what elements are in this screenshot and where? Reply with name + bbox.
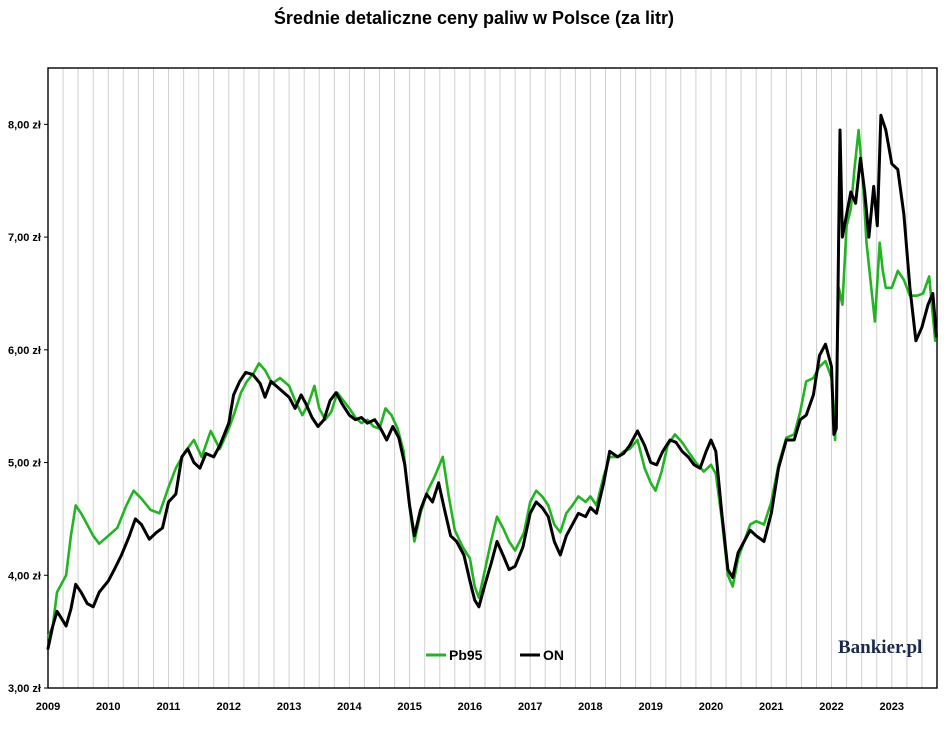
- x-tick-label: 2018: [578, 701, 602, 713]
- x-tick-label: 2014: [337, 701, 362, 713]
- x-tick-label: 2016: [458, 701, 482, 713]
- x-tick-label: 2010: [96, 701, 120, 713]
- x-tick-label: 2012: [217, 701, 241, 713]
- y-tick-label: 3,00 zł: [8, 683, 41, 695]
- y-tick-label: 5,00 zł: [8, 458, 41, 470]
- legend-label-pb95: Pb95: [449, 647, 483, 663]
- plot-area-frame: [47, 67, 938, 689]
- x-tick-label: 2020: [699, 701, 723, 713]
- series-line-pb95: [46, 128, 937, 639]
- y-tick-label: 4,00 zł: [8, 570, 41, 582]
- x-tick-label: 2015: [397, 701, 421, 713]
- x-tick-label: 2011: [157, 701, 181, 713]
- x-tick-label: 2009: [36, 701, 60, 713]
- x-tick-label: 2022: [819, 701, 843, 713]
- y-tick-label: 6,00 zł: [8, 345, 41, 357]
- series-layer: [46, 113, 938, 650]
- x-tick-label: 2023: [880, 701, 904, 713]
- x-tick-label: 2013: [277, 701, 301, 713]
- x-axis-ticks: 2009 2010 2011 2012 2013 2014 2015 2016 2017 2018…: [36, 701, 904, 713]
- y-tick-label: 8,00 zł: [8, 119, 41, 131]
- x-tick-label: 2019: [638, 701, 662, 713]
- x-tick-label: 2021: [759, 701, 783, 713]
- series-line-on: [46, 113, 938, 650]
- chart-title: Średnie detaliczne ceny paliw w Polsce (…: [274, 7, 674, 28]
- vertical-gridlines: [62, 68, 923, 688]
- legend: Pb95 ON: [426, 647, 564, 663]
- y-tick-label: 7,00 zł: [8, 232, 41, 244]
- y-axis-ticks: 3,00 zł 4,00 zł 5,00 zł 6,00 zł 7,00 zł 8,00 …: [8, 119, 48, 695]
- bankier-logo: Bankier.pl: [838, 637, 922, 658]
- legend-label-on: ON: [543, 647, 564, 663]
- x-tick-label: 2017: [518, 701, 542, 713]
